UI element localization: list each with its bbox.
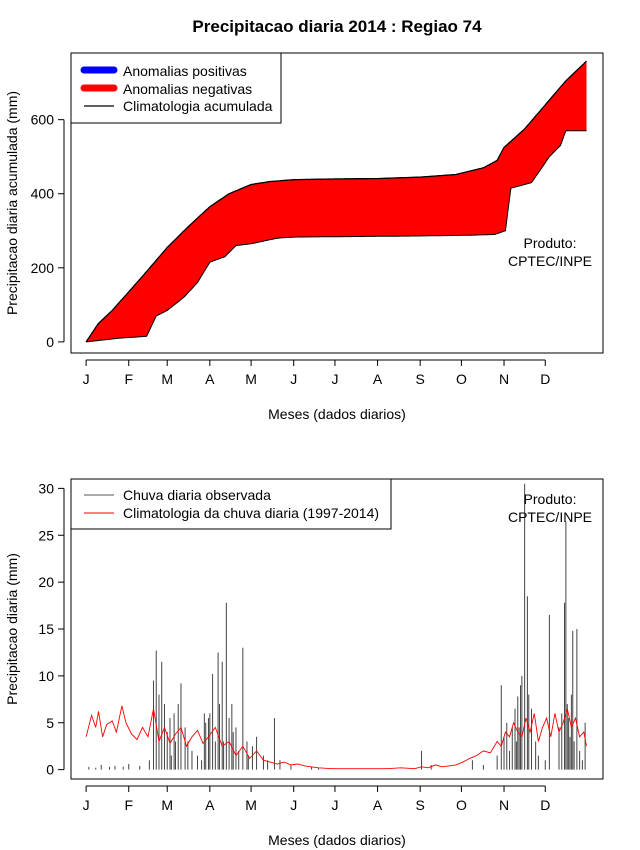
top-x-tick-label: M — [245, 371, 257, 387]
bottom-y-tick-label: 15 — [38, 621, 54, 637]
accumulated-precipitation-panel: 0 200 400 600 J F M A M J J A S O N D Precipitacao dia… — [4, 52, 604, 422]
annotation-line-2: CPTEC/INPE — [508, 253, 592, 269]
top-y-tick-label: 400 — [31, 186, 55, 202]
annotation-line-1: Produto: — [524, 491, 577, 507]
bottom-x-tick-label: M — [161, 797, 173, 813]
y-axis: 0 200 400 600 — [31, 112, 65, 350]
chart-title: Precipitacao diaria 2014 : Regiao 74 — [192, 17, 482, 36]
bottom-x-tick-label: M — [245, 797, 257, 813]
observed-accumulated-line — [86, 130, 587, 343]
y-axis-label: Precipitacao diaria acumulada (mm) — [4, 91, 20, 315]
top-y-tick-label: 200 — [31, 260, 55, 276]
annotation-line-2: CPTEC/INPE — [508, 509, 592, 525]
x-axis-label: Meses (dados diarios) — [268, 406, 406, 422]
climatology-accumulated-line — [85, 60, 587, 343]
top-x-tick-label: J — [83, 371, 90, 387]
top-x-tick-label: D — [540, 371, 550, 387]
bottom-x-tick-label: D — [540, 797, 550, 813]
legend: Anomalias positivas Anomalias negativas … — [70, 52, 282, 124]
daily-precipitation-panel: 0 5 10 15 20 25 30 J F M A M J J A S O N D Precipitacao d… — [4, 478, 604, 848]
legend-label-observed: Chuva diaria observada — [123, 487, 271, 503]
top-x-tick-label: S — [415, 371, 424, 387]
top-x-tick-label: O — [456, 371, 467, 387]
y-axis: 0 5 10 15 20 25 30 — [38, 480, 65, 778]
climatology-daily-line — [85, 705, 587, 770]
anomaly-area-layer — [86, 61, 587, 342]
legend-label-climatology: Climatologia acumulada — [123, 98, 273, 114]
bottom-x-tick-label: J — [83, 797, 90, 813]
legend: Chuva diaria observada Climatologia da c… — [70, 478, 392, 530]
bottom-x-tick-label: F — [124, 797, 133, 813]
bottom-x-tick-label: O — [456, 797, 467, 813]
bottom-y-tick-label: 10 — [38, 668, 54, 684]
bottom-x-tick-label: A — [205, 797, 215, 813]
y-axis-label: Precipitacao diaria (mm) — [4, 553, 20, 705]
bottom-x-tick-label: N — [499, 797, 509, 813]
legend-label-negative: Anomalias negativas — [123, 81, 252, 97]
top-x-tick-label: N — [499, 371, 509, 387]
observed-daily-bars — [88, 483, 586, 770]
bottom-y-tick-label: 0 — [46, 762, 54, 778]
x-axis-label: Meses (dados diarios) — [268, 832, 406, 848]
top-x-tick-label: A — [205, 371, 215, 387]
negative-anomaly-area — [86, 61, 587, 342]
top-x-tick-label: J — [290, 371, 297, 387]
top-x-tick-label: J — [331, 371, 338, 387]
bottom-y-tick-label: 20 — [38, 574, 54, 590]
bottom-x-tick-label: A — [373, 797, 383, 813]
legend-label-climatology: Climatologia da chuva diaria (1997-2014) — [123, 505, 379, 521]
legend-box — [70, 478, 392, 530]
top-x-tick-label: M — [161, 371, 173, 387]
annotation-line-1: Produto: — [524, 235, 577, 251]
bottom-x-tick-label: S — [415, 797, 424, 813]
bottom-y-tick-label: 30 — [38, 480, 54, 496]
top-x-tick-label: F — [124, 371, 133, 387]
top-y-tick-label: 600 — [31, 112, 55, 128]
top-x-tick-label: A — [373, 371, 383, 387]
bottom-x-tick-label: J — [290, 797, 297, 813]
bottom-y-tick-label: 5 — [46, 715, 54, 731]
bottom-x-tick-label: J — [331, 797, 338, 813]
bottom-y-tick-label: 25 — [38, 527, 54, 543]
legend-label-positive: Anomalias positivas — [123, 63, 247, 79]
top-y-tick-label: 0 — [46, 334, 54, 350]
plot-frame — [70, 52, 604, 354]
